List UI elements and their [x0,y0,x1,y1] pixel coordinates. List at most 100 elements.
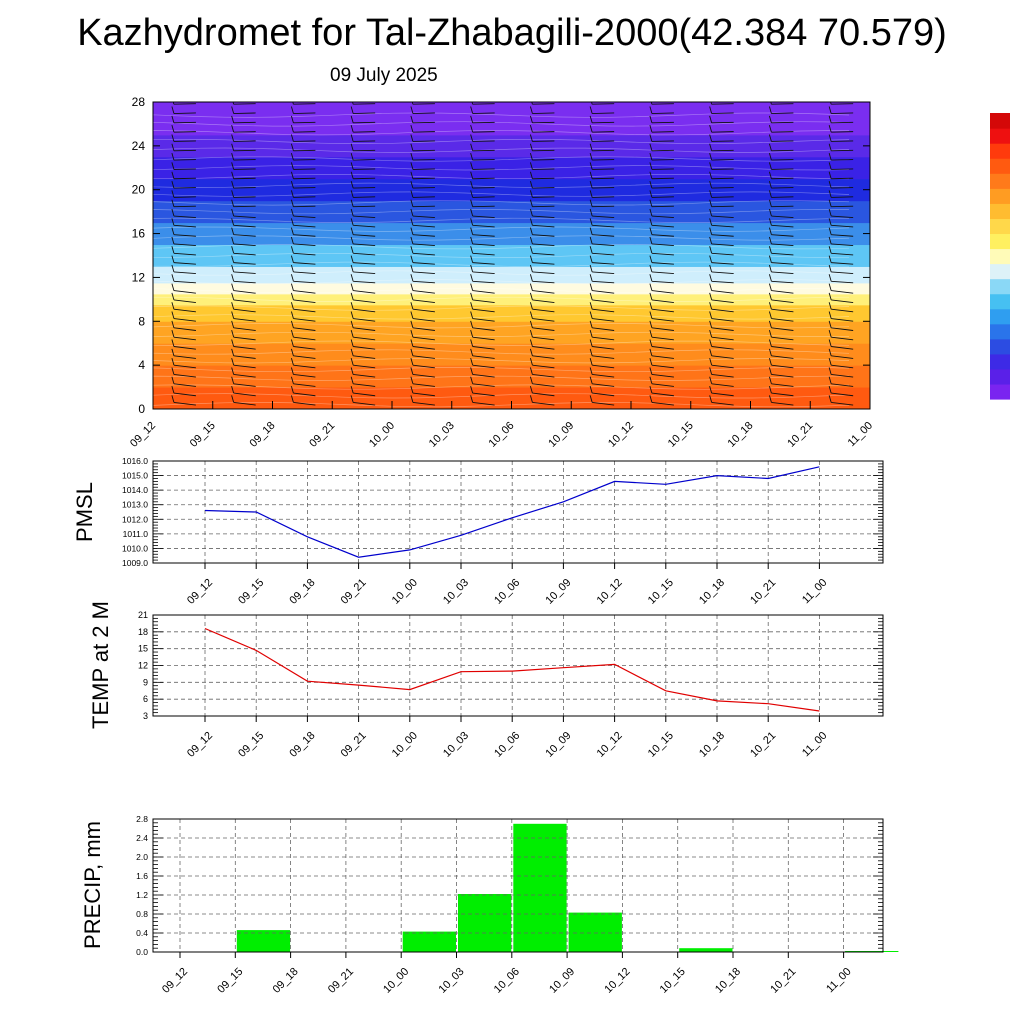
wind-barb [771,364,794,369]
wind-barb [651,308,674,313]
wind-barb-tick [350,385,354,394]
wind-barb [233,252,256,256]
wind-barb [771,280,794,284]
wind-barb-tick [290,320,294,328]
wind-barb [831,290,854,294]
wind-barb [472,252,495,256]
wind-barb [472,159,495,161]
wind-barb [293,140,316,142]
wind-barb-tick [649,199,653,207]
wind-barb-tick [410,162,414,170]
wind-barb [353,290,376,294]
wind-barb-tick [828,376,832,384]
x-tick-label: 09_15 [236,577,266,607]
wind-barb-tick [828,227,832,235]
wind-barb-tick [589,283,593,291]
wind-barb [233,318,256,322]
contour-line [153,331,850,337]
wind-barb-tick [171,180,175,189]
wind-barb [592,346,615,350]
wind-barb-tick [649,283,653,291]
wind-barb [592,280,615,284]
wind-barb [532,205,555,208]
wind-barb [831,355,854,359]
wind-barb [173,149,196,152]
wind-barb-tick [410,376,414,384]
wind-barb-tick [828,320,832,328]
wind-barb [532,383,555,387]
wind-barb [651,140,674,142]
wind-barb-tick [529,376,533,384]
wind-barb-tick [889,162,891,169]
wind-barb [353,374,376,378]
wind-barb-tick [709,376,713,384]
wind-barb [711,336,734,341]
wind-barb [651,187,674,189]
wind-barb [771,215,794,219]
wind-barb [173,112,196,114]
wind-barb-tick [231,292,235,301]
y-tick-label: 24 [132,139,146,153]
wind-barb [233,392,256,397]
wind-barb-tick [768,348,772,356]
y-tick-label: 28 [132,95,146,109]
wind-barb [412,215,435,219]
y-tick-label: 12 [138,661,148,671]
wind-barb-tick [529,348,533,356]
wind-barb-tick [828,152,832,161]
wind-barb [651,112,674,114]
wind-barb [472,290,495,294]
wind-barb [592,159,615,161]
wind-barb-tick [889,386,891,393]
wind-barb [233,140,256,142]
wind-barb-tick [709,311,713,319]
wind-barb-tick [768,208,772,217]
x-tick-label: 11_00 [824,966,854,996]
wind-barb [831,327,854,331]
wind-barb-tick [828,236,832,245]
wind-barb-tick [470,358,474,366]
wind-barb [592,290,615,294]
wind-barb [472,103,495,105]
wind-barb [711,177,734,180]
wind-barb-tick [529,208,533,217]
precip-bar [513,823,567,953]
wind-barb [472,243,495,247]
contour-line [153,305,850,311]
wind-barb-tick [768,283,772,291]
wind-barb [651,131,674,133]
wind-barb-tick [529,152,533,161]
wind-barb [891,319,913,322]
wind-barb [353,252,376,256]
wind-barb-tick [589,339,593,347]
wind-barb [353,121,376,124]
wind-barb-tick [410,311,414,319]
x-tick-label: 10_12 [602,966,632,996]
wind-barb-tick [470,255,474,263]
wind-barb [173,205,196,208]
wind-barb [233,271,256,274]
contour-line [153,261,850,267]
wind-barb [173,243,196,247]
wind-barb-tick [529,190,533,198]
contour-line [153,138,850,145]
wind-barb [771,103,794,105]
wind-barb-tick [709,208,713,217]
wind-barb [173,177,196,180]
pmsl-line [204,466,820,558]
wind-barb [293,318,316,322]
wind-barb [353,364,376,369]
wind-barb-tick [470,264,474,273]
wind-barb-tick [589,348,593,356]
wind-barb [293,205,316,208]
wind-barb [532,252,555,256]
wind-barb [651,280,674,284]
wind-barb-tick [889,200,891,207]
wind-barb-tick [889,153,891,160]
y-tick-label: 1010.0 [122,543,148,553]
wind-barb-tick [828,255,832,263]
wind-barb [233,262,256,265]
wind-barb-tick [768,274,772,282]
wind-barb-tick [410,283,414,291]
wind-barb-tick [589,264,593,273]
